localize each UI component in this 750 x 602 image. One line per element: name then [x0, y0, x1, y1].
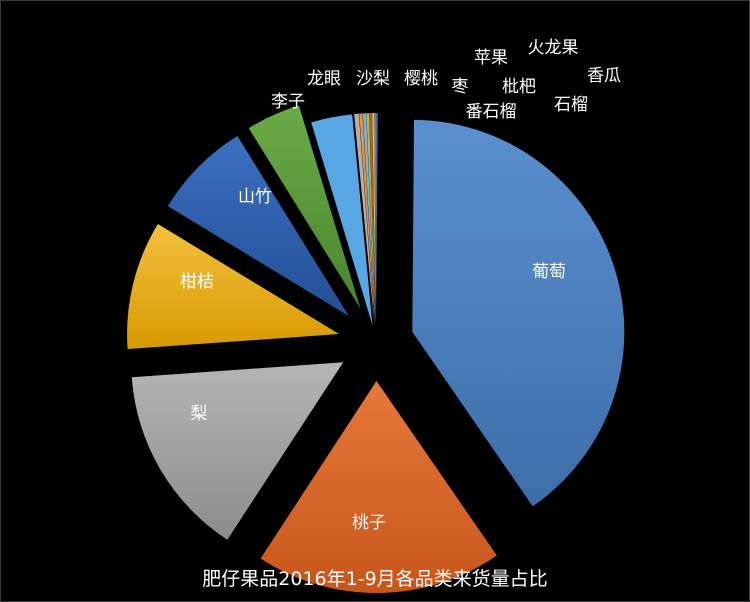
slice-label-5: 山竹	[238, 187, 272, 207]
pie-slice-7[interactable]	[309, 122, 371, 326]
pie-slice-16[interactable]	[376, 113, 378, 325]
slice-label-2: 桃子	[352, 513, 386, 533]
slice-label-12: 番石榴	[466, 102, 517, 122]
pie-slice-10[interactable]	[359, 113, 375, 326]
slice-label-16: 香瓜	[587, 66, 621, 86]
pie-slice-5[interactable]	[167, 136, 350, 317]
pie-slice-4[interactable]	[127, 223, 340, 350]
slice-label-3: 梨	[191, 404, 208, 424]
pie-slice-14[interactable]	[372, 113, 376, 325]
slice-label-9: 樱桃	[404, 69, 438, 89]
slice-label-11: 苹果	[474, 48, 508, 68]
pie-slice-9[interactable]	[354, 113, 375, 326]
pie-slice-13[interactable]	[369, 113, 376, 325]
slice-label-6: 李子	[271, 92, 305, 112]
pie-slice-6[interactable]	[248, 105, 361, 309]
chart-title: 肥仔果品2016年1-9月各品类来货量占比	[202, 568, 547, 590]
pie-slice-11[interactable]	[362, 113, 376, 326]
slice-label-15: 石榴	[554, 95, 588, 115]
slice-label-10: 枣	[452, 77, 469, 97]
pie-slice-2[interactable]	[260, 381, 497, 593]
slice-label-13: 枇杷	[502, 77, 536, 97]
slice-label-7: 龙眼	[307, 69, 341, 89]
pie-slice-15[interactable]	[374, 113, 377, 325]
slice-label-4: 柑桔	[180, 272, 214, 292]
pie-slice-3[interactable]	[131, 362, 344, 540]
slice-label-1: 葡萄	[532, 262, 566, 282]
slice-label-8: 沙梨	[356, 69, 390, 89]
pie-slice-1[interactable]	[412, 119, 625, 507]
pie-slice-12[interactable]	[366, 113, 376, 326]
slice-label-14: 火龙果	[528, 38, 579, 58]
pie-slices	[127, 105, 625, 593]
pie-slice-8[interactable]	[311, 114, 373, 326]
